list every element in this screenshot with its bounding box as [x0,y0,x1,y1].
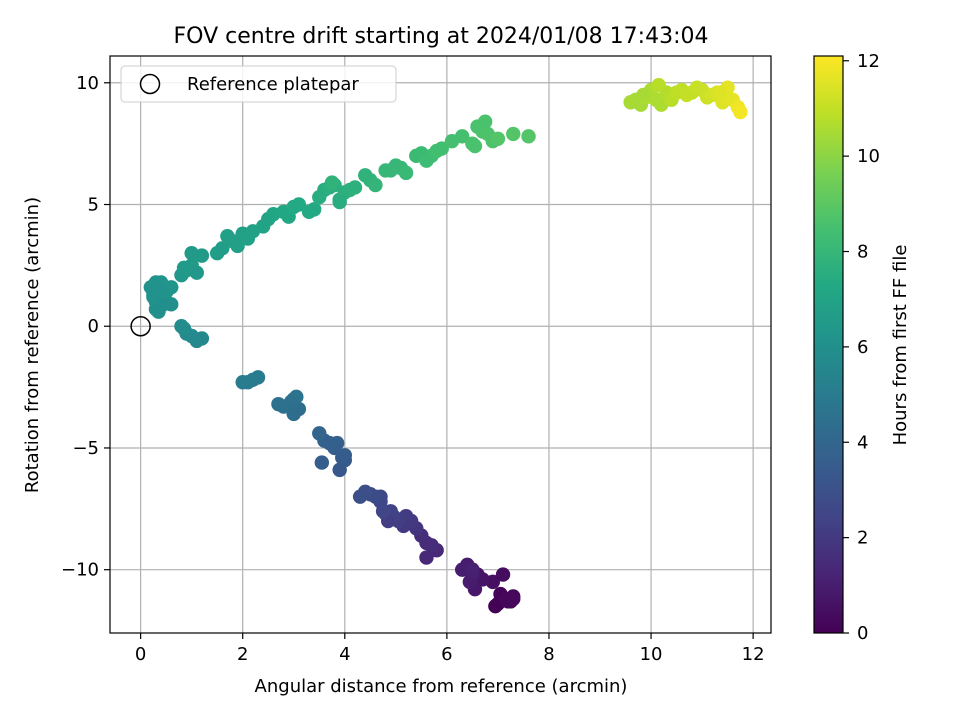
scatter-point [733,104,748,120]
scatter-point [419,550,434,565]
y-tick-label: −5 [72,438,99,459]
scatter-point [398,165,414,181]
scatter-point [477,114,493,129]
legend-open-circle-icon [139,73,161,95]
scatter-point [335,450,350,465]
colorbar-tick-label: 8 [857,242,868,263]
x-tick-label: 4 [339,644,350,665]
scatter-point [306,202,322,217]
chart-title: FOV centre drift starting at 2024/01/08 … [174,24,709,49]
scatter-point [332,462,347,478]
scatter-point [434,141,449,156]
y-tick-label: 5 [88,195,99,216]
reference-platepar-marker [130,315,151,337]
colorbar-tick-label: 6 [857,337,868,358]
scatter-point [467,138,483,154]
scatter-point [215,241,230,256]
x-tick-label: 6 [441,644,452,665]
colorbar-tick-label: 4 [857,432,868,453]
colorbar-tick-label: 10 [857,146,880,167]
scatter-point [454,129,470,144]
x-tick-label: 12 [742,644,765,665]
legend-entry-label: Reference platepar [187,74,359,95]
scatter-point [368,177,383,193]
scatter-point [495,567,511,582]
scatter-point [220,228,235,244]
scatter-point [189,265,204,280]
scatter-point [347,180,363,195]
colorbar: 0 2 4 6 8 10 12 Hours from first FF file [813,51,911,644]
scatter-point [151,282,166,297]
scatter-point [332,194,347,210]
legend: Reference platepar [120,65,397,103]
scatter-point [490,131,506,146]
scatter-point [521,129,536,144]
x-axis-ticks: 0 2 4 6 8 10 12 [135,633,765,665]
legend-box [120,65,397,103]
scatter-point [312,190,327,205]
y-axis-label: Rotation from reference (arcmin) [22,197,43,493]
scatter-point [286,406,301,422]
scatter-point [383,163,398,178]
scatter-point [312,426,327,441]
x-axis-label: Angular distance from reference (arcmin) [255,676,628,697]
scatter-point [235,375,250,390]
x-tick-label: 8 [543,644,554,665]
scatter-point [230,238,245,254]
scatter-point [352,489,368,504]
scatter-point [271,396,286,412]
y-tick-label: 0 [88,316,99,337]
scatter-point [488,599,503,614]
y-tick-label: 10 [76,73,99,94]
scatter-point [636,87,651,103]
scatter-point [184,246,199,261]
scatter-point [506,126,521,142]
colorbar-tick-label: 0 [857,623,868,644]
colorbar-label: Hours from first FF file [890,245,911,446]
scatter-point [651,78,666,93]
colorbar-tick-label: 2 [857,528,868,549]
scatter-point [424,538,439,553]
x-tick-label: 0 [135,644,146,665]
x-tick-label: 10 [640,644,663,665]
scatter-point [174,319,189,334]
scatter-point [712,85,728,100]
scatter-point [324,175,340,190]
colorbar-tick-label: 12 [857,51,880,72]
x-tick-label: 2 [237,644,248,665]
y-tick-label: −10 [61,560,99,581]
scatter-point [164,297,179,312]
scatter-point [314,455,330,470]
colorbar-gradient [813,55,844,634]
scatter-point [506,591,521,607]
colorbar-ticks: 0 2 4 6 8 10 12 [843,51,880,644]
y-axis-ticks: 10 5 0 −5 −10 [61,73,110,581]
scatter-point [322,435,337,451]
scatter-point [465,562,480,577]
data-points [143,78,748,614]
plot-area-frame [109,55,772,634]
scatter-point [291,197,307,212]
scatter-point [176,260,192,276]
